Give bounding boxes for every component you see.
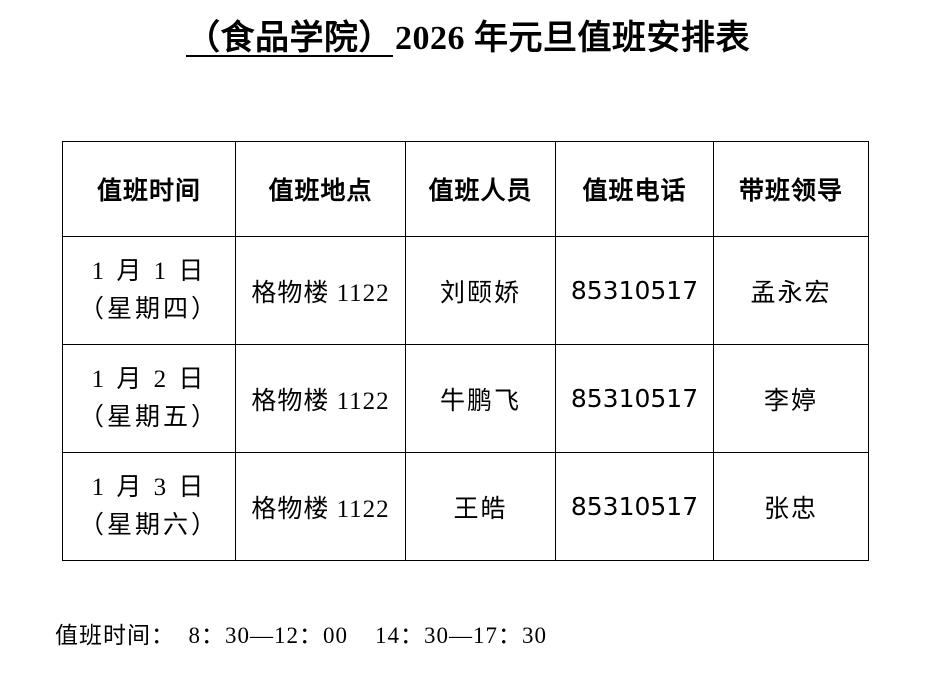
cell-duty-staff: 牛鹏飞 xyxy=(405,344,556,453)
cell-duty-leader: 李婷 xyxy=(713,344,869,453)
column-header-duty-time: 值班时间 xyxy=(62,141,236,237)
duty-hours-note: 值班时间： 8：30—12：00 14：30—17：30 xyxy=(55,623,547,648)
cell-duty-place: 格物楼 1122 xyxy=(235,236,406,345)
duty-date-day: 1 月 1 日 xyxy=(91,257,207,285)
page-title-main: 2026 年元旦值班安排表 xyxy=(395,20,750,57)
cell-duty-date: 1 月 3 日 （星期六） xyxy=(62,452,236,561)
cell-duty-staff: 刘颐娇 xyxy=(405,236,556,345)
duty-date-day: 1 月 3 日 xyxy=(91,473,207,501)
cell-duty-place: 格物楼 1122 xyxy=(235,344,406,453)
cell-duty-date: 1 月 2 日 （星期五） xyxy=(62,344,236,453)
column-header-duty-staff: 值班人员 xyxy=(405,141,556,237)
cell-duty-phone: 85310517 xyxy=(555,452,714,561)
duty-schedule-table: 值班时间 值班地点 值班人员 值班电话 带班领导 1 月 1 日 （星期四） 格… xyxy=(62,141,869,561)
duty-date-weekday: （星期四） xyxy=(78,295,219,323)
duty-date-weekday: （星期六） xyxy=(78,511,219,539)
cell-duty-date: 1 月 1 日 （星期四） xyxy=(62,236,236,345)
table-header: 值班时间 值班地点 值班人员 值班电话 带班领导 xyxy=(62,141,869,237)
page-title-institute: （食品学院） xyxy=(186,20,393,57)
table-body: 1 月 1 日 （星期四） 格物楼 1122 刘颐娇 85310517 孟永宏 … xyxy=(62,236,869,561)
cell-duty-staff: 王皓 xyxy=(405,452,556,561)
duty-date-day: 1 月 2 日 xyxy=(91,365,207,393)
cell-duty-leader: 张忠 xyxy=(713,452,869,561)
column-header-duty-leader: 带班领导 xyxy=(713,141,869,237)
column-header-duty-place: 值班地点 xyxy=(235,141,406,237)
table-row: 1 月 2 日 （星期五） 格物楼 1122 牛鹏飞 85310517 李婷 xyxy=(62,344,869,453)
column-header-duty-phone: 值班电话 xyxy=(555,141,714,237)
duty-date-weekday: （星期五） xyxy=(78,403,219,431)
table-header-row: 值班时间 值班地点 值班人员 值班电话 带班领导 xyxy=(62,141,869,237)
page-title: （食品学院）2026 年元旦值班安排表 xyxy=(0,16,930,62)
cell-duty-phone: 85310517 xyxy=(555,344,714,453)
table-row: 1 月 3 日 （星期六） 格物楼 1122 王皓 85310517 张忠 xyxy=(62,452,869,561)
cell-duty-place: 格物楼 1122 xyxy=(235,452,406,561)
cell-duty-leader: 孟永宏 xyxy=(713,236,869,345)
table-row: 1 月 1 日 （星期四） 格物楼 1122 刘颐娇 85310517 孟永宏 xyxy=(62,236,869,345)
cell-duty-phone: 85310517 xyxy=(555,236,714,345)
